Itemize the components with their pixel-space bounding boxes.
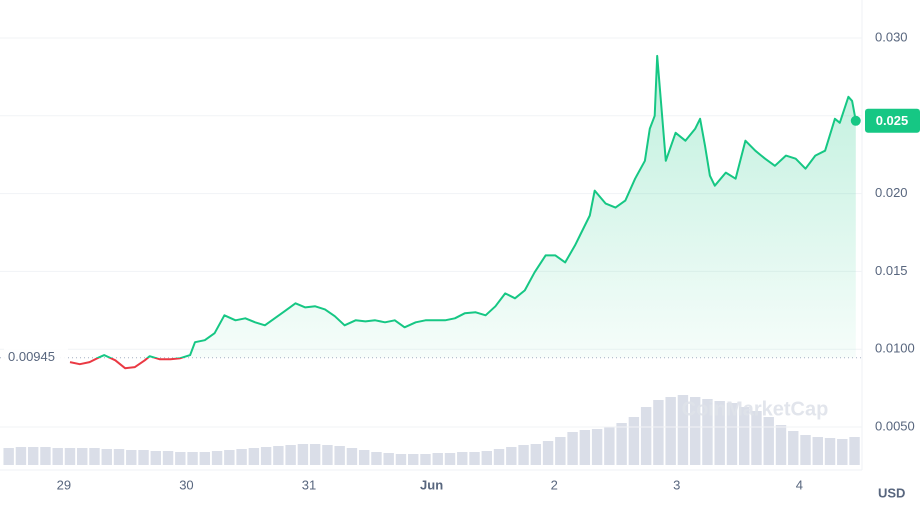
- volume-bar: [297, 444, 309, 465]
- volume-bar: [52, 448, 63, 465]
- volume-bar: [800, 435, 811, 465]
- y-tick-label: 0.030: [875, 29, 908, 44]
- volume-bar: [64, 448, 76, 465]
- current-price-label: 0.025: [876, 113, 909, 128]
- volume-bar: [15, 447, 27, 465]
- volume-bar: [481, 451, 492, 465]
- y-tick-label: 0.0050: [875, 418, 915, 433]
- volume-bar: [89, 448, 100, 465]
- volume-bar: [101, 449, 112, 465]
- volume-bar: [506, 447, 517, 465]
- volume-bar: [383, 453, 394, 465]
- volume-bar: [444, 453, 456, 465]
- volume-bar: [763, 417, 774, 465]
- volume-bar: [260, 447, 272, 465]
- volume-bar: [187, 452, 198, 465]
- watermark: CoinMarketCap: [682, 398, 829, 420]
- volume-bar: [322, 445, 333, 465]
- volume-bar: [849, 437, 860, 465]
- current-price-box: [865, 108, 920, 133]
- volume-bar: [77, 448, 88, 465]
- volume-bar: [371, 452, 382, 465]
- x-tick-label: 29: [57, 477, 71, 492]
- volume-bar: [469, 452, 480, 465]
- volume-bar: [236, 449, 247, 465]
- volume-bar: [224, 450, 235, 465]
- plot-layer: 0.025 0.00945: [0, 54, 920, 370]
- volume-bar: [640, 407, 652, 465]
- volume-bar: [542, 441, 554, 465]
- volume-bar: [530, 444, 542, 465]
- volume-bar: [40, 447, 51, 465]
- volume-bar: [555, 437, 566, 465]
- volume-bar: [689, 397, 701, 465]
- volume-bar: [714, 401, 725, 465]
- volume-bar: [788, 431, 799, 465]
- volume-bar: [616, 423, 627, 465]
- volume-bar: [726, 403, 738, 465]
- volume-layer: [3, 395, 860, 465]
- volume-bar: [138, 450, 149, 465]
- volume-bar: [395, 454, 407, 465]
- volume-bar: [493, 449, 505, 465]
- volume-bar: [334, 446, 345, 465]
- volume-bar: [175, 452, 186, 465]
- x-tick-label: 2: [551, 477, 558, 492]
- volume-bar: [285, 445, 296, 465]
- volume-bar: [628, 417, 640, 465]
- volume-bar: [518, 445, 529, 465]
- volume-bar: [346, 448, 358, 465]
- volume-bar: [248, 448, 260, 465]
- y-tick-label: 0.0100: [875, 341, 915, 356]
- baseline-label: 0.00945: [8, 349, 55, 364]
- volume-bar: [309, 444, 321, 465]
- volume-bar: [457, 452, 468, 465]
- volume-bar: [837, 439, 848, 465]
- volume-bar: [3, 448, 14, 465]
- y-tick-label: 0.020: [875, 185, 908, 200]
- volume-bar: [702, 399, 713, 465]
- volume-bar: [150, 451, 161, 465]
- volume-bar: [812, 437, 823, 465]
- volume-bar: [653, 400, 664, 465]
- y-tick-label: 0.015: [875, 263, 908, 278]
- price-line: [69, 54, 857, 370]
- volume-bar: [408, 454, 419, 465]
- volume-bar: [677, 395, 689, 465]
- volume-bar: [211, 451, 223, 465]
- volume-bar: [162, 451, 174, 465]
- volume-bar: [567, 432, 578, 465]
- price-area: [98, 55, 856, 358]
- volume-bar: [665, 397, 676, 465]
- volume-bar: [824, 438, 836, 465]
- x-tick-label: Jun: [420, 477, 443, 492]
- volume-bar: [775, 425, 787, 465]
- volume-bar: [591, 429, 603, 465]
- volume-bar: [739, 407, 750, 465]
- volume-bar: [27, 447, 39, 465]
- volume-bar: [751, 411, 762, 465]
- volume-bar: [126, 450, 137, 465]
- volume-bar: [113, 449, 125, 465]
- baseline-label-box: [4, 347, 68, 368]
- x-tick-label: 4: [796, 477, 803, 492]
- volume-bar: [199, 452, 211, 465]
- volume-bar: [604, 427, 615, 465]
- x-tick-label: 31: [302, 477, 316, 492]
- volume-bar: [432, 453, 443, 465]
- volume-bar: [420, 454, 431, 465]
- volume-bar: [358, 450, 370, 465]
- unit-label: USD: [878, 485, 905, 500]
- volume-bar: [579, 430, 591, 465]
- volume-bar: [273, 446, 284, 465]
- x-tick-label: 3: [673, 477, 680, 492]
- last-point: [850, 115, 861, 126]
- x-tick-label: 30: [179, 477, 193, 492]
